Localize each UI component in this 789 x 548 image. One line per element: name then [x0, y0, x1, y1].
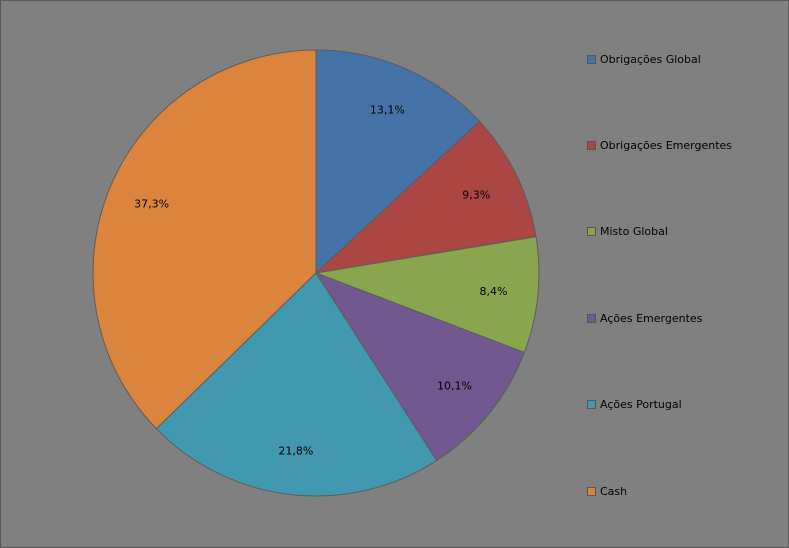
legend-label: Cash [600, 484, 628, 498]
legend: Obrigações Global Obrigações Emergentes Mi… [587, 1, 787, 547]
legend-item: Cash [587, 483, 627, 499]
legend-swatch [587, 313, 596, 323]
pie-slice [155, 272, 438, 497]
legend-item: Misto Global [587, 224, 668, 240]
pie-slice [314, 236, 540, 354]
legend-label: Obrigações Global [600, 52, 701, 66]
pie-slice [314, 120, 537, 274]
pie-slice [92, 49, 317, 430]
pie-slice [315, 49, 481, 275]
legend-swatch [587, 54, 596, 64]
legend-label: Misto Global [600, 225, 668, 239]
legend-item: Obrigações Global [587, 51, 701, 67]
legend-item: Ações Emergentes [587, 310, 702, 326]
pie-data-label: 37,3% [134, 198, 169, 211]
legend-label: Obrigações Emergentes [600, 138, 733, 152]
legend-item: Obrigações Emergentes [587, 137, 732, 153]
legend-swatch [587, 486, 596, 496]
pie-data-label: 10,1% [437, 379, 472, 392]
pie-chart: 13,1% 9,3% 8,4% 10,1% 21,8% 37,3% [92, 49, 540, 497]
pie-slice [314, 271, 526, 462]
pie-data-label: 21,8% [278, 444, 313, 457]
pie-data-label: 8,4% [480, 285, 508, 298]
legend-label: Ações Portugal [600, 398, 682, 412]
legend-item: Ações Portugal [587, 397, 682, 413]
pie-data-labels: 13,1% 9,3% 8,4% 10,1% 21,8% 37,3% [134, 104, 507, 458]
pie-data-label: 9,3% [462, 189, 490, 202]
pie-data-label: 13,1% [370, 104, 405, 117]
legend-swatch [587, 227, 596, 237]
legend-swatch [587, 140, 596, 150]
legend-swatch [587, 400, 596, 410]
pie-slices [92, 49, 540, 497]
legend-label: Ações Emergentes [600, 311, 703, 325]
